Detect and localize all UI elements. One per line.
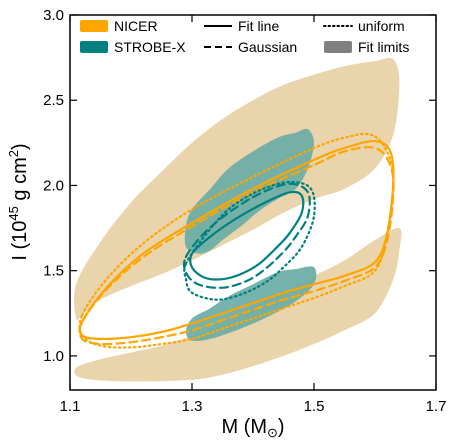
y-axis-label: I (1045 g cm2) <box>6 143 31 260</box>
x-axis-label: M (M⊙) <box>221 416 284 440</box>
nicer-dashed-contour <box>78 146 395 346</box>
plot-frame <box>69 14 437 391</box>
x-tick-label: 1.3 <box>182 398 203 415</box>
y-tick-label: 1.0 <box>43 348 64 365</box>
legend-fitlimits-label: Fit limits <box>358 39 409 55</box>
strobex-dashed-contour <box>182 182 311 289</box>
legend-strobex-patch <box>80 41 108 53</box>
strobex-dotted-contour <box>183 180 316 301</box>
legend-uniform-label: uniform <box>358 18 405 34</box>
y-tick-label: 2.0 <box>43 177 64 194</box>
x-tick-label: 1.7 <box>426 398 447 415</box>
legend-fitline-label: Fit line <box>238 18 279 34</box>
legend-nicer-patch <box>80 20 108 32</box>
contour-lines <box>78 132 395 349</box>
y-tick-label: 2.5 <box>43 92 64 109</box>
y-tick-label: 1.5 <box>43 263 64 280</box>
nicer-solid-contour <box>78 139 395 341</box>
nicer-lower-band <box>74 227 402 382</box>
legend-nicer-label: NICER <box>114 18 158 34</box>
legend-strobex-label: STROBE-X <box>114 39 186 55</box>
axis-ticks: 1.1 1.3 1.5 1.7 1.0 1.5 2.0 2.5 3.0 <box>43 7 446 415</box>
x-tick-label: 1.1 <box>60 398 81 415</box>
strobex-solid-contour <box>188 190 305 281</box>
x-tick-label: 1.5 <box>304 398 325 415</box>
nicer-dotted-contour <box>78 132 395 349</box>
legend-fitlimits-patch <box>324 41 352 53</box>
legend: NICER STROBE-X Fit line Gaussian uniform… <box>80 18 409 55</box>
legend-gaussian-label: Gaussian <box>238 39 297 55</box>
fill-limit-bands <box>74 57 402 382</box>
y-tick-label: 3.0 <box>43 7 64 24</box>
